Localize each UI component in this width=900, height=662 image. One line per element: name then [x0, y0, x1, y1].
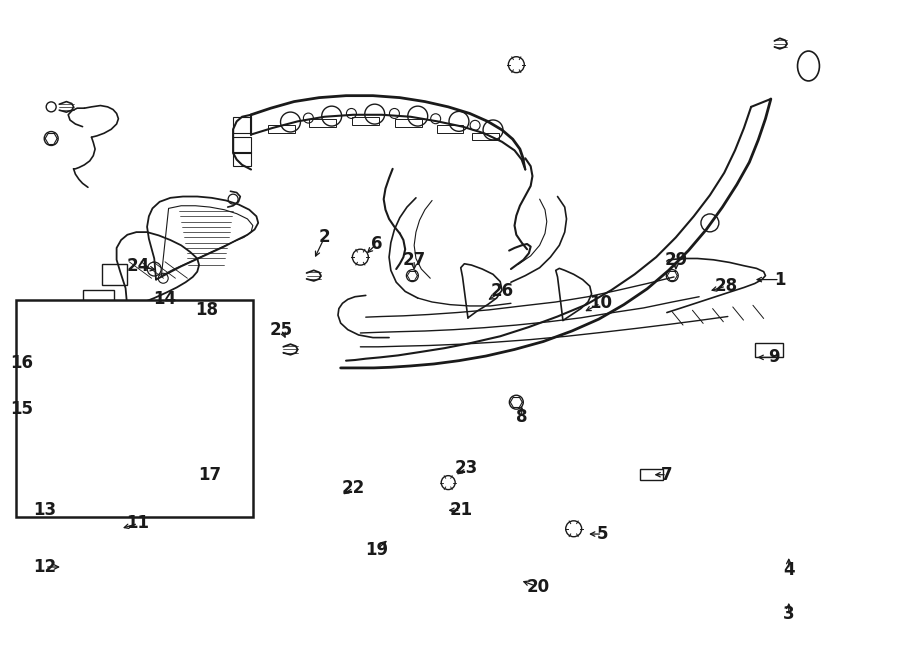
Text: 18: 18	[194, 301, 218, 319]
Text: 25: 25	[270, 320, 293, 339]
Bar	[83, 307, 114, 322]
Text: 29: 29	[664, 251, 688, 269]
Text: 3: 3	[783, 606, 795, 624]
Text: 22: 22	[342, 479, 364, 497]
Text: 7: 7	[662, 465, 672, 484]
Text: 24: 24	[127, 258, 149, 275]
Bar	[640, 469, 663, 480]
Text: 15: 15	[10, 400, 33, 418]
Text: 9: 9	[769, 348, 780, 366]
Bar	[352, 117, 379, 124]
Bar	[233, 117, 251, 133]
Bar	[472, 132, 500, 140]
Bar	[16, 300, 253, 517]
Text: 17: 17	[198, 465, 221, 484]
Text: 27: 27	[402, 251, 426, 269]
Text: 4: 4	[783, 561, 795, 579]
Bar	[395, 118, 422, 126]
Text: 28: 28	[715, 277, 738, 295]
Bar	[310, 118, 337, 126]
Text: 1: 1	[774, 271, 786, 289]
Text: 5: 5	[597, 525, 608, 543]
Text: 13: 13	[33, 501, 57, 519]
Bar	[103, 263, 128, 285]
Text: 11: 11	[127, 514, 149, 532]
Text: 8: 8	[516, 408, 527, 426]
Bar	[268, 124, 295, 132]
Bar	[436, 124, 464, 132]
Text: 10: 10	[590, 295, 612, 312]
Text: 2: 2	[319, 228, 330, 246]
Text: 21: 21	[449, 501, 473, 519]
Text: 20: 20	[526, 578, 549, 596]
Text: 23: 23	[454, 459, 478, 477]
Text: 16: 16	[10, 354, 33, 371]
Bar	[233, 136, 251, 153]
Bar	[83, 290, 114, 305]
Text: 6: 6	[371, 235, 382, 253]
Bar	[755, 343, 783, 357]
Text: 12: 12	[33, 558, 57, 576]
Text: 14: 14	[153, 291, 176, 308]
Text: 26: 26	[491, 283, 514, 301]
Bar	[233, 152, 251, 166]
Text: 19: 19	[364, 541, 388, 559]
